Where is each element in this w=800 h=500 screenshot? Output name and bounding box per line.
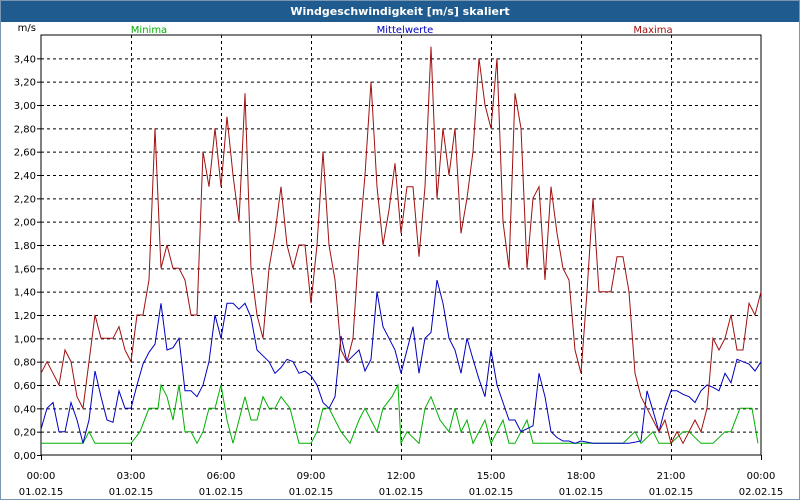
x-tick-time-label: 00:00: [27, 471, 56, 482]
legend-minima: Minima: [131, 25, 167, 36]
y-tick-label: 2,60: [14, 148, 36, 159]
y-tick-label: 0,60: [14, 381, 36, 392]
window-title: Windgeschwindigkeit [m/s] skaliert: [290, 5, 510, 18]
x-tick-date-label: 02.02.15: [739, 487, 784, 498]
y-tick-label: 2,20: [14, 194, 36, 205]
x-tick-date-label: 01.02.15: [19, 487, 64, 498]
y-tick-label: 0,00: [14, 451, 36, 462]
y-tick-label: 3,00: [14, 101, 36, 112]
y-axis-label: m/s: [18, 23, 36, 34]
y-tick-label: 3,40: [14, 54, 36, 65]
x-tick-time-label: 12:00: [387, 471, 416, 482]
y-tick-label: 1,20: [14, 311, 36, 322]
y-tick-label: 1,00: [14, 334, 36, 345]
y-tick-label: 2,00: [14, 218, 36, 229]
x-tick-time-label: 06:00: [207, 471, 236, 482]
series-line-mittelwerte: [40, 279, 762, 444]
x-tick-date-label: 01.02.15: [379, 487, 424, 498]
y-tick-label: 0,80: [14, 358, 36, 369]
legend-mittelwerte: Mittelwerte: [377, 25, 434, 36]
title-bar: Windgeschwindigkeit [m/s] skaliert: [1, 1, 799, 22]
x-tick-date-label: 01.02.15: [649, 487, 694, 498]
y-tick-label: 2,80: [14, 124, 36, 135]
x-tick-time-label: 15:00: [477, 471, 506, 482]
x-tick-date-label: 01.02.15: [559, 487, 604, 498]
x-tick-date-label: 01.02.15: [289, 487, 334, 498]
x-tick-time-label: 00:00: [747, 471, 776, 482]
x-tick-date-label: 01.02.15: [199, 487, 244, 498]
y-tick-label: 1,60: [14, 264, 36, 275]
legend-maxima: Maxima: [633, 25, 672, 36]
y-tick-label: 2,40: [14, 171, 36, 182]
series-line-maxima: [40, 46, 762, 445]
x-tick-time-label: 21:00: [657, 471, 686, 482]
y-tick-label: 0,20: [14, 428, 36, 439]
x-tick-date-label: 01.02.15: [109, 487, 154, 498]
x-tick-time-label: 09:00: [297, 471, 326, 482]
chart-plot: 0,00 0,20 0,40 0,60 0,80 1,00 1,20 1,40 1,60 1,80…: [14, 23, 784, 498]
x-tick-time-label: 03:00: [117, 471, 146, 482]
y-tick-label: 1,80: [14, 241, 36, 252]
x-tick-time-label: 18:00: [567, 471, 596, 482]
y-tick-label: 0,40: [14, 404, 36, 415]
x-tick-date-label: 01.02.15: [469, 487, 514, 498]
y-tick-label: 1,40: [14, 288, 36, 299]
series-line-minima: [41, 383, 759, 446]
y-tick-label: 3,20: [14, 78, 36, 89]
